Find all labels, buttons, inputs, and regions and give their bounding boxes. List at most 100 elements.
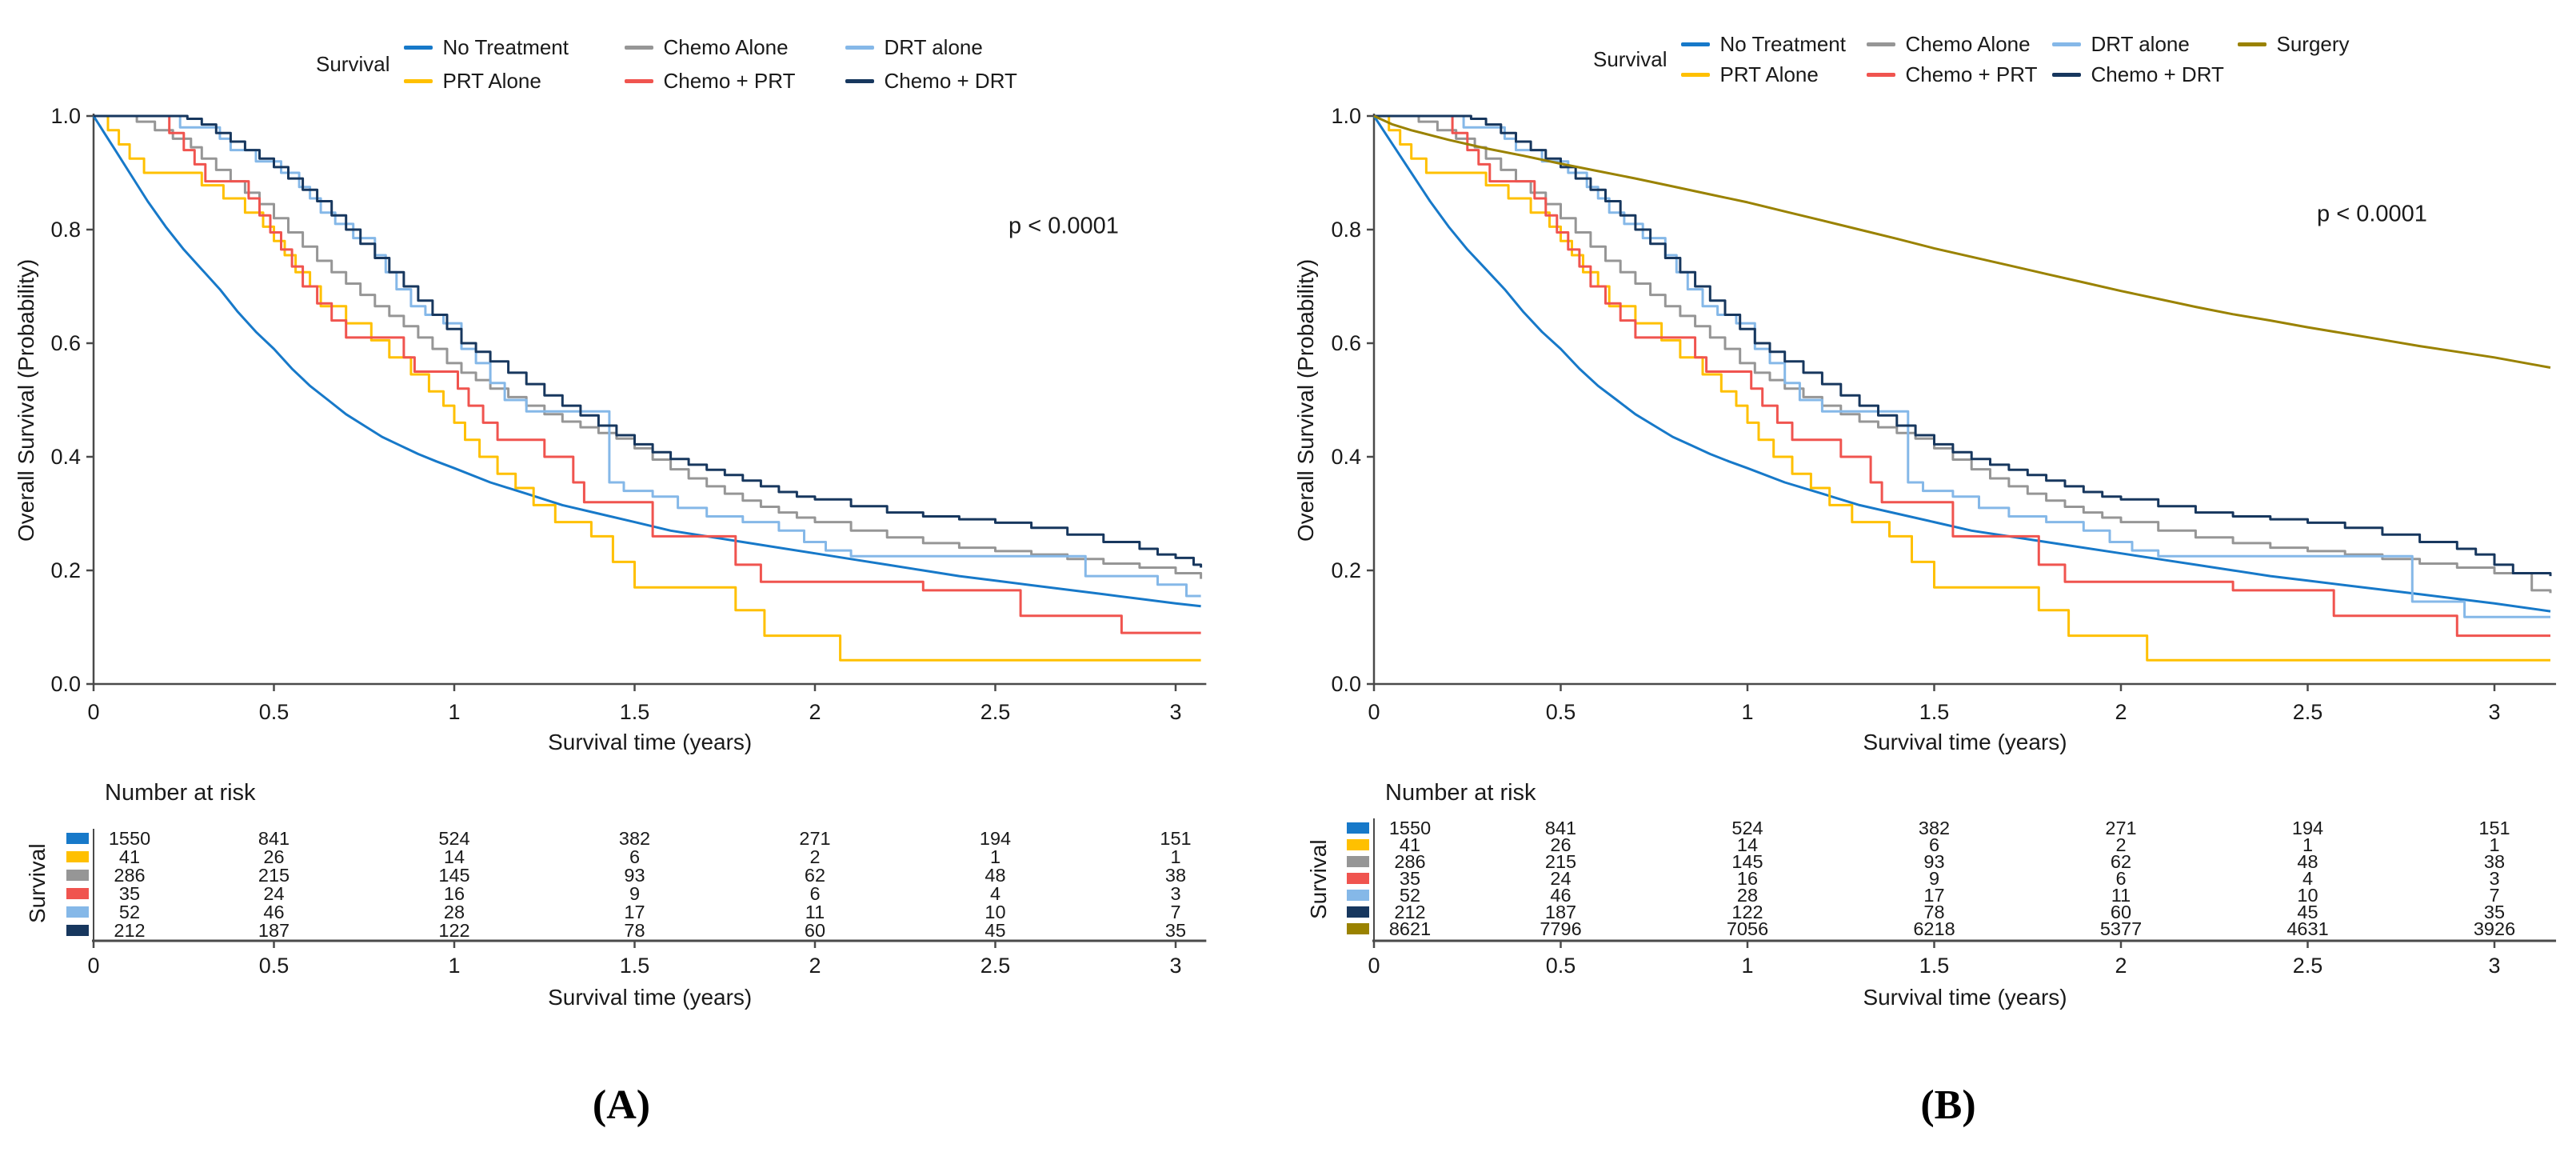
- risk-value: 524: [438, 828, 469, 849]
- risk-value: 6218: [1913, 918, 1955, 939]
- risk-value: 1550: [109, 828, 150, 849]
- risk-value: 4: [990, 883, 1000, 904]
- risk-value: 28: [1737, 885, 1758, 906]
- risk-axis-tick-label: 1: [1741, 954, 1753, 978]
- legend-item-prt-alone: PRT Alone: [404, 64, 625, 98]
- risk-value: 16: [444, 883, 465, 904]
- legend-item-drt-alone: DRT alone: [845, 30, 1066, 64]
- risk-row-swatch-chemo-drt: [66, 925, 89, 936]
- risk-axis-title: Survival time (years): [1863, 985, 2067, 1010]
- survival-curve-chemo-alone: [94, 114, 1203, 579]
- risk-value: 10: [2297, 885, 2318, 906]
- risk-value: 52: [119, 902, 140, 922]
- risk-value: 93: [624, 865, 645, 886]
- legend-entries: No Treatment PRT Alone Chemo Alone Chemo + …: [404, 30, 1066, 98]
- risk-value: 122: [438, 920, 469, 941]
- survival-curve-chemo-alone: [1374, 114, 2552, 594]
- x-tick-label: 2: [2115, 700, 2127, 724]
- y-tick-label: 0.6: [1331, 331, 1361, 355]
- risk-row-swatch-chemo-prt: [66, 888, 89, 899]
- risk-value: 1: [990, 846, 1000, 867]
- risk-value: 841: [258, 828, 290, 849]
- y-tick-label: 0.8: [50, 218, 81, 242]
- x-tick-label: 2: [809, 700, 821, 724]
- risk-value: 4631: [2286, 918, 2328, 939]
- risk-value: 212: [114, 920, 145, 941]
- risk-value: 46: [1550, 885, 1571, 906]
- risk-value: 41: [119, 846, 140, 867]
- legend-item-chemo-prt: Chemo + PRT: [1867, 59, 2052, 90]
- risk-row-swatch-chemo-prt: [1347, 873, 1369, 884]
- legend-item-chemo-alone: Chemo Alone: [1867, 29, 2052, 59]
- y-axis-title-panel-a: Overall Survival (Probability): [14, 258, 38, 542]
- x-tick-label: 0: [1368, 700, 1380, 724]
- legend-label: Surgery: [2276, 31, 2350, 56]
- risk-value: 151: [2478, 818, 2510, 838]
- y-tick-label: 1.0: [1331, 104, 1361, 128]
- risk-value: 1: [1170, 846, 1180, 867]
- y-tick-label: 0.2: [50, 558, 81, 582]
- y-tick-label: 0.4: [1331, 445, 1361, 469]
- legend-label: Chemo + PRT: [1905, 62, 2038, 86]
- legend-swatch-surgery: [2238, 42, 2267, 46]
- risk-axis-tick-label: 2: [809, 954, 821, 978]
- risk-value: 215: [1545, 851, 1576, 872]
- legend-label: DRT alone: [884, 34, 983, 59]
- risk-axis-tick-label: 3: [1169, 954, 1181, 978]
- risk-value: 60: [805, 920, 825, 941]
- risk-axis-tick-label: 3: [2488, 954, 2500, 978]
- survival-curve-chemo-drt: [94, 114, 1203, 568]
- survival-curve-no-treatment: [1372, 115, 2551, 613]
- risk-axis-tick-label: 1: [448, 954, 460, 978]
- risk-axis-tick-label: 2: [2115, 954, 2127, 978]
- survival-curve-chemo-drt: [1374, 114, 2552, 577]
- risk-value: 38: [2484, 851, 2505, 872]
- legend-panel-a: Survival No Treatment PRT Alone Chemo Alon…: [316, 30, 1066, 98]
- risk-value: 17: [1923, 885, 1944, 906]
- legend-item-surgery: Surgery: [2238, 29, 2423, 59]
- risk-value: 1: [2489, 834, 2499, 855]
- y-tick-label: 0.2: [1331, 558, 1361, 582]
- risk-value: 24: [263, 883, 284, 904]
- risk-row-swatch-no-treatment: [1347, 822, 1369, 834]
- risk-row-swatch-drt-alone: [66, 906, 89, 918]
- legend-swatch-drt-alone: [845, 45, 875, 50]
- risk-table-title: Number at risk: [1385, 780, 1536, 806]
- x-tick-label: 1: [448, 700, 460, 724]
- legend-swatch-chemo-drt: [2052, 72, 2082, 77]
- legend-title: Survival: [1593, 46, 1667, 71]
- risk-row-swatch-chemo-alone: [1347, 856, 1369, 867]
- risk-value: 271: [2105, 818, 2136, 838]
- risk-value: 6: [2115, 868, 2126, 889]
- risk-value: 46: [263, 902, 284, 922]
- risk-value: 35: [119, 883, 140, 904]
- x-tick-label: 0.5: [259, 700, 290, 724]
- legend-label: Chemo Alone: [663, 34, 789, 59]
- p-value-panel-b: p < 0.0001: [2317, 201, 2427, 227]
- x-axis-title: Survival time (years): [1863, 730, 2067, 754]
- risk-value: 6: [1929, 834, 1939, 855]
- risk-value: 194: [2292, 818, 2323, 838]
- legend-item-no-treatment: No Treatment: [1681, 29, 1867, 59]
- risk-value: 194: [980, 828, 1011, 849]
- legend-item-chemo-alone: Chemo Alone: [625, 30, 845, 64]
- risk-axis-tick-label: 0.5: [259, 954, 290, 978]
- risk-value: 17: [624, 902, 645, 922]
- legend-swatch-chemo-drt: [845, 78, 875, 83]
- legend-label: DRT alone: [2091, 31, 2190, 56]
- risk-value: 26: [263, 846, 284, 867]
- risk-value: 187: [1545, 902, 1576, 922]
- legend-title: Survival: [316, 51, 390, 76]
- survival-curve-surgery: [1373, 114, 2551, 369]
- risk-value: 62: [2111, 851, 2131, 872]
- legend-swatch-chemo-alone: [1867, 42, 1896, 46]
- risk-value: 9: [1929, 868, 1939, 889]
- risk-value: 2: [2115, 834, 2126, 855]
- risk-value: 122: [1731, 902, 1763, 922]
- risk-value: 60: [2111, 902, 2131, 922]
- survival-curve-prt-alone: [1374, 114, 2550, 662]
- risk-table-ylabel-panel-a: Survival: [25, 843, 50, 923]
- survival-curve-drt-alone: [1374, 114, 2550, 618]
- risk-value: 52: [1400, 885, 1420, 906]
- risk-value: 2: [809, 846, 820, 867]
